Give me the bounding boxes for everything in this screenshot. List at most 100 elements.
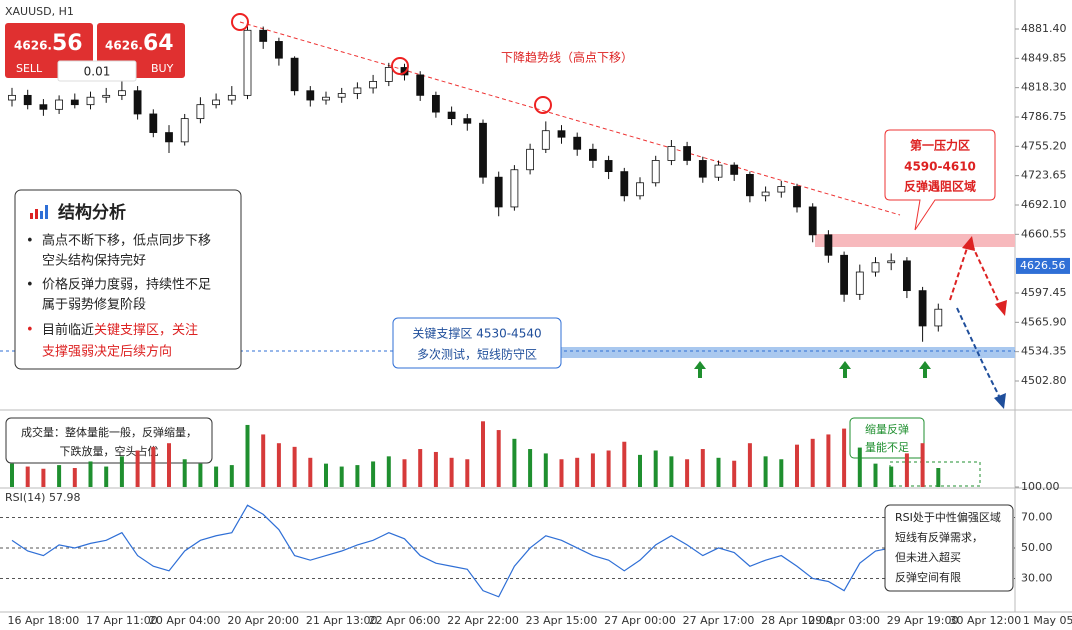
volume-bar (324, 463, 328, 487)
volume-bar (57, 465, 62, 487)
last-price-label: 4626.56 (1020, 259, 1066, 272)
icon-bar (45, 205, 48, 219)
x-tick-label: 21 Apr 13:00 (306, 614, 378, 627)
up-arrow (919, 361, 931, 378)
volume-bar (214, 466, 219, 487)
volume-bar (182, 459, 187, 487)
volume-bar (104, 466, 109, 487)
y-tick-label: 4534.35 (1021, 345, 1067, 358)
x-tick-label: 23 Apr 15:00 (526, 614, 598, 627)
volume-callout (5, 417, 213, 464)
volume-bar (622, 441, 627, 487)
candle-body (683, 146, 691, 161)
candle-body (871, 262, 880, 273)
arrow-head (994, 393, 1006, 409)
alert-highlight: 关键支撑区，关注 (94, 323, 198, 338)
y-tick-label: 4786.75 (1021, 110, 1067, 123)
resistance-text: 4590-4610 (904, 160, 976, 174)
volume-text: 下跌放量，空头占优 (60, 444, 159, 458)
y-tick-label: 50.00 (1021, 541, 1053, 554)
y-tick-label: 4881.40 (1021, 22, 1067, 35)
volume-bar (904, 453, 909, 487)
candle-body (227, 94, 236, 101)
volume-bar (339, 466, 344, 487)
candle-body (808, 206, 817, 236)
candle-body (651, 160, 660, 184)
volume-bar (747, 443, 752, 487)
volume-bar (371, 461, 376, 487)
rsi-line (11, 504, 939, 598)
sell-price-pips: 56 (52, 31, 83, 56)
arrow-head (962, 236, 975, 251)
buy-price-pips: 64 (143, 31, 174, 56)
candle-body (541, 130, 550, 150)
volume-bar (763, 456, 768, 487)
volume-bar (638, 454, 642, 487)
x-tick-label: 1 May 05 (1023, 614, 1072, 627)
y-tick-label: 4818.30 (1021, 81, 1067, 94)
lot-value: 0.01 (84, 65, 111, 79)
candle-body (322, 96, 330, 101)
volume-bar (873, 463, 878, 487)
analysis-text: 高点不断下移，低点同步下移 (42, 233, 211, 249)
x-tick-label: 27 Apr 17:00 (683, 614, 755, 627)
trendline-label: 下降趋势线（高点下移） (501, 50, 633, 65)
last-price-box (1016, 257, 1070, 274)
volume-text: 成交量：整体量能一般，反弹缩量， (21, 425, 197, 439)
y-tick-label: 4723.65 (1021, 169, 1067, 182)
y-tick-label: 30.00 (1021, 571, 1053, 584)
volume-bar (795, 444, 799, 487)
volume-bar (543, 453, 548, 487)
candle-body (918, 290, 927, 327)
volume-bar (575, 457, 580, 487)
candle-body (400, 67, 409, 76)
candle-body (526, 148, 534, 171)
volume-highlight (889, 461, 981, 487)
volume-bar (653, 450, 658, 487)
symbol: XAUUSD, H1 (5, 5, 74, 18)
volume-bar (229, 465, 234, 487)
candle-body (180, 118, 189, 143)
volume-bar (292, 446, 297, 487)
sell-price-main: 4626. (14, 39, 52, 53)
candle-body (463, 118, 472, 124)
candle-body (698, 160, 707, 178)
candle-body (133, 90, 142, 115)
volume-bar (465, 459, 470, 487)
candle-body (636, 182, 644, 197)
analysis-title: 结构分析 (58, 202, 126, 223)
bullet: • (26, 234, 34, 249)
shrink-text: 量能不足 (865, 440, 909, 454)
candle-body (118, 90, 126, 96)
volume-bar (245, 424, 250, 487)
candle-body (620, 171, 629, 197)
analysis-alert: 目前临近关键支撑区，关注 (42, 322, 198, 338)
x-tick-label: 27 Apr 00:00 (604, 614, 676, 627)
support-text: 多次测试，短线防守区 (417, 347, 537, 362)
x-tick-label: 20 Apr 20:00 (227, 614, 299, 627)
analysis-text: 属于弱势修复阶段 (42, 297, 146, 313)
y-tick-label: 4692.10 (1021, 198, 1067, 211)
volume-bar (920, 443, 925, 487)
candle-body (887, 260, 896, 264)
candle-body (447, 111, 456, 120)
shrink-callout (849, 417, 925, 459)
candle-body (557, 130, 566, 138)
candle-body (903, 260, 911, 292)
resistance-callout (884, 129, 996, 231)
candle-body (337, 93, 346, 98)
candle-body (243, 29, 252, 96)
volume-bar (119, 456, 124, 487)
candle-body (55, 99, 63, 110)
analysis-text: 价格反弹力度弱，持续性不足 (42, 277, 211, 293)
scenario-arrow (949, 244, 969, 301)
volume-bar (857, 447, 862, 487)
volume-bar (198, 463, 203, 487)
candle-body (714, 164, 723, 178)
rsi-text: 短线有反弹需求， (895, 530, 983, 544)
candle-body (730, 164, 739, 175)
candle-body (494, 176, 503, 208)
volume-bar (308, 457, 313, 487)
candle-body (149, 113, 158, 133)
lot-input[interactable] (57, 60, 137, 82)
